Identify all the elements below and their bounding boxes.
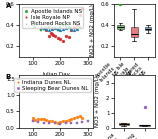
PathPatch shape bbox=[139, 125, 150, 126]
Point bbox=[43, 28, 45, 31]
Point bbox=[48, 29, 51, 32]
Text: B: B bbox=[6, 74, 11, 80]
Point bbox=[81, 121, 84, 123]
Point bbox=[54, 27, 56, 29]
PathPatch shape bbox=[131, 27, 138, 37]
Point bbox=[73, 26, 75, 28]
Point bbox=[64, 122, 67, 124]
Point bbox=[76, 121, 78, 124]
Point bbox=[62, 28, 64, 31]
Point bbox=[78, 26, 81, 28]
Point bbox=[64, 25, 67, 27]
Point bbox=[70, 27, 73, 29]
Point bbox=[73, 117, 75, 119]
Point bbox=[51, 120, 53, 122]
Point bbox=[56, 122, 59, 124]
Point bbox=[51, 33, 53, 35]
PathPatch shape bbox=[119, 123, 129, 125]
Point bbox=[76, 28, 78, 31]
Point bbox=[43, 118, 45, 120]
Point bbox=[64, 120, 67, 122]
Point bbox=[51, 28, 53, 31]
Point bbox=[45, 27, 48, 29]
Point bbox=[59, 121, 61, 123]
Point bbox=[54, 121, 56, 123]
Y-axis label: NO3 + NO2 (mg/L): NO3 + NO2 (mg/L) bbox=[95, 76, 100, 127]
Point bbox=[45, 119, 48, 121]
Point bbox=[62, 40, 64, 42]
Point bbox=[119, 3, 122, 5]
Point bbox=[70, 28, 73, 31]
Point bbox=[37, 22, 40, 24]
X-axis label: Julian Day: Julian Day bbox=[42, 72, 70, 77]
Point bbox=[67, 119, 70, 121]
Point bbox=[54, 27, 56, 29]
Point bbox=[40, 118, 42, 120]
Point bbox=[31, 24, 34, 26]
Point bbox=[143, 106, 146, 108]
Point bbox=[70, 118, 73, 120]
Text: A: A bbox=[6, 3, 11, 9]
Point bbox=[59, 29, 61, 32]
Point bbox=[48, 35, 51, 37]
Point bbox=[62, 120, 64, 122]
Point bbox=[76, 116, 78, 118]
Point bbox=[43, 27, 45, 29]
Point bbox=[70, 29, 73, 32]
Point bbox=[81, 117, 84, 119]
Point bbox=[52, 34, 55, 36]
Point bbox=[67, 26, 70, 28]
Point bbox=[64, 27, 67, 29]
Point bbox=[31, 117, 34, 119]
Point bbox=[73, 29, 75, 32]
Point bbox=[37, 121, 40, 123]
Point bbox=[51, 28, 53, 31]
Point bbox=[40, 29, 42, 32]
Point bbox=[31, 120, 34, 122]
Point bbox=[40, 26, 42, 28]
Point bbox=[70, 122, 73, 124]
Point bbox=[62, 24, 64, 26]
Point bbox=[59, 38, 61, 40]
Point bbox=[43, 121, 45, 124]
Point bbox=[45, 29, 48, 32]
Point bbox=[34, 26, 37, 28]
Point bbox=[49, 32, 52, 34]
Legend: Indiana Dunes NL, Sleeping Bear Dunes NL: Indiana Dunes NL, Sleeping Bear Dunes NL bbox=[14, 78, 91, 92]
PathPatch shape bbox=[117, 25, 124, 29]
Point bbox=[64, 35, 67, 37]
PathPatch shape bbox=[145, 27, 151, 30]
Point bbox=[37, 118, 40, 120]
Point bbox=[81, 8, 84, 11]
Point bbox=[87, 120, 89, 122]
Point bbox=[78, 115, 81, 117]
Point bbox=[54, 35, 56, 37]
Point bbox=[67, 26, 70, 28]
Point bbox=[56, 37, 59, 39]
Point bbox=[48, 122, 51, 124]
Point bbox=[56, 28, 59, 31]
Point bbox=[34, 119, 37, 121]
Point bbox=[78, 14, 81, 16]
Point bbox=[45, 28, 48, 31]
Point bbox=[56, 29, 59, 32]
Point bbox=[54, 122, 56, 124]
Point bbox=[48, 120, 51, 122]
Legend: Apostle Islands NS, Isle Royale NP, Pictured Rocks NS: Apostle Islands NS, Isle Royale NP, Pict… bbox=[22, 7, 83, 28]
Point bbox=[76, 28, 78, 31]
Point bbox=[76, 24, 78, 26]
Point bbox=[59, 26, 61, 28]
Point bbox=[67, 36, 70, 38]
Y-axis label: NO3 + NO2 (mg/L): NO3 + NO2 (mg/L) bbox=[90, 5, 95, 56]
Point bbox=[59, 122, 61, 125]
Point bbox=[48, 26, 51, 28]
